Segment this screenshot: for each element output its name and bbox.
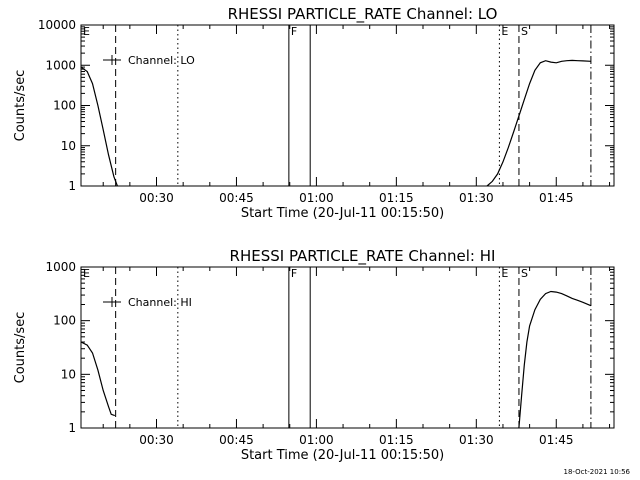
y-tick-label: 100 [53, 314, 76, 328]
x-tick-label: 01:15 [379, 433, 414, 447]
x-tick-label: 01:30 [459, 433, 494, 447]
x-tick-label: 01:15 [379, 191, 414, 205]
chart-title: RHESSI PARTICLE_RATE Channel: LO [228, 5, 498, 24]
marker-label: F [291, 25, 297, 38]
data-series-line [80, 66, 118, 187]
marker-label: E [83, 267, 90, 280]
data-series-line [518, 290, 592, 429]
marker-label: F [291, 267, 297, 280]
x-tick-label: 01:00 [299, 433, 334, 447]
x-axis-label: Start Time (20-Jul-11 00:15:50) [241, 448, 444, 463]
y-tick-label: 1 [68, 179, 76, 193]
x-tick-label: 00:45 [219, 433, 254, 447]
data-series-line [486, 59, 591, 187]
marker-label: S [521, 267, 528, 280]
timestamp-stamp: 18-Oct-2021 10:56 [563, 468, 630, 476]
plot-frame [80, 266, 615, 429]
y-tick-label: 10 [61, 367, 76, 381]
chart-title: RHESSI PARTICLE_RATE Channel: HI [230, 247, 496, 266]
y-axis-label: Counts/sec [13, 70, 28, 142]
y-tick-label: 10 [61, 139, 76, 153]
x-tick-label: 00:30 [139, 191, 174, 205]
plot-frame [80, 24, 615, 187]
x-tick-label: 01:45 [539, 191, 574, 205]
x-axis-label: Start Time (20-Jul-11 00:15:50) [241, 206, 444, 221]
y-axis-label: Counts/sec [13, 312, 28, 384]
y-tick-label: 1000 [45, 260, 76, 274]
marker-label: E [501, 267, 508, 280]
chart-panel-2: RHESSI PARTICLE_RATE Channel: HI Start Ti… [13, 247, 615, 463]
x-tick-label: 01:00 [299, 191, 334, 205]
legend-label: Channel: LO [128, 54, 195, 67]
marker-label: E [501, 25, 508, 38]
marker-label: E [83, 25, 90, 38]
y-tick-label: 1 [68, 421, 76, 435]
x-tick-label: 00:45 [219, 191, 254, 205]
x-tick-label: 01:30 [459, 191, 494, 205]
y-tick-label: 100 [53, 99, 76, 113]
data-series-line [80, 341, 116, 417]
marker-label: S [521, 25, 528, 38]
y-tick-label: 1000 [45, 58, 76, 72]
chart-panel-1: RHESSI PARTICLE_RATE Channel: LO Start Ti… [13, 5, 615, 221]
y-tick-label: 10000 [38, 18, 76, 32]
legend-label: Channel: HI [128, 296, 192, 309]
x-tick-label: 00:30 [139, 433, 174, 447]
x-tick-label: 01:45 [539, 433, 574, 447]
